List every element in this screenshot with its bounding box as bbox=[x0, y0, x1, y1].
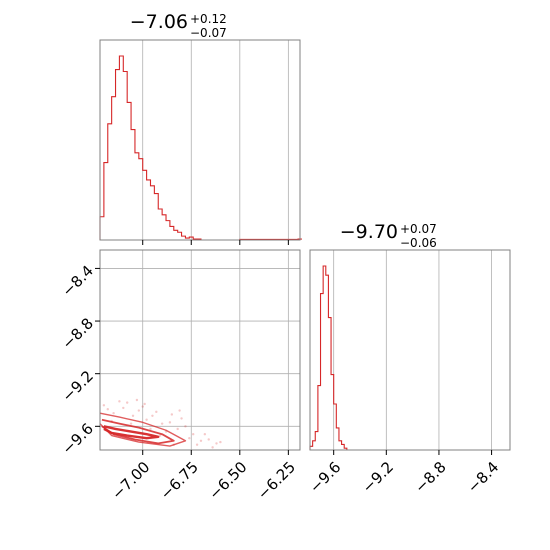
bl-sample-point bbox=[188, 436, 191, 440]
tl-panel-frame bbox=[99, 39, 301, 241]
bl-sample-point bbox=[102, 404, 106, 407]
bl-sample-point bbox=[129, 422, 133, 425]
bl-ytick-label: −8.8 bbox=[59, 314, 97, 352]
bl-sample-point bbox=[131, 414, 135, 417]
bl-xtick-label: −6.25 bbox=[254, 458, 299, 503]
bl-sample-point bbox=[195, 443, 199, 446]
bl-sample-point bbox=[135, 398, 139, 402]
bl-xtick-label: −6.50 bbox=[205, 458, 250, 503]
br-xtick-label: −9.2 bbox=[359, 458, 397, 496]
br-title: −9.70 +0.07−0.06 bbox=[340, 221, 437, 250]
bl-sample-point bbox=[184, 425, 187, 428]
bl-sample-point bbox=[215, 442, 218, 445]
bl-sample-point bbox=[211, 446, 214, 449]
bl-sample-point bbox=[106, 408, 109, 411]
bl-contour-middle bbox=[101, 418, 175, 445]
bl-sample-point bbox=[122, 406, 125, 410]
bl-sample-point bbox=[137, 409, 141, 412]
tl-title-plus: +0.12 bbox=[190, 12, 227, 26]
bl-sample-point bbox=[203, 433, 207, 436]
br-xtick-label: −8.4 bbox=[464, 458, 502, 496]
tl-title-minus: −0.07 bbox=[190, 26, 227, 40]
bl-panel-frame bbox=[99, 249, 301, 451]
bl-sample-point bbox=[143, 402, 146, 406]
bl-sample-point bbox=[180, 417, 183, 420]
tl-histogram-step bbox=[99, 55, 302, 241]
bl-sample-point bbox=[178, 409, 181, 412]
bl-contour-outer bbox=[99, 412, 187, 447]
bl-sample-point bbox=[176, 427, 179, 431]
bl-sample-point bbox=[199, 439, 203, 442]
br-title-plus: +0.07 bbox=[400, 222, 437, 236]
bl-ytick-label: −8.4 bbox=[59, 262, 97, 300]
bl-sample-point bbox=[170, 413, 174, 416]
bl-sample-point bbox=[118, 400, 121, 403]
bl-sample-point bbox=[207, 438, 210, 441]
br-panel-frame bbox=[309, 249, 511, 451]
bl-sample-point bbox=[145, 418, 148, 421]
bl-sample-point bbox=[168, 421, 172, 424]
bl-sample-point bbox=[141, 405, 144, 408]
br-xtick-label: −9.6 bbox=[306, 458, 344, 496]
bl-sample-point bbox=[112, 411, 115, 415]
bl-sample-point bbox=[219, 440, 222, 444]
bl-sample-point bbox=[155, 410, 158, 414]
bl-sample-point bbox=[151, 414, 154, 417]
bl-sample-point bbox=[149, 427, 152, 431]
bl-sample-point bbox=[158, 434, 162, 437]
br-title-value: −9.70 bbox=[340, 221, 398, 243]
bl-sample-point bbox=[192, 433, 195, 436]
bl-ytick-label: −9.2 bbox=[59, 367, 97, 405]
br-title-minus: −0.06 bbox=[400, 236, 437, 250]
bl-contour-inner bbox=[103, 425, 160, 440]
bl-sample-point bbox=[160, 422, 164, 425]
tl-title: −7.06 +0.12−0.07 bbox=[130, 11, 227, 40]
bl-ytick-label: −9.6 bbox=[59, 420, 97, 458]
bl-sample-point bbox=[125, 401, 129, 404]
br-histogram-step bbox=[309, 265, 510, 451]
tl-title-value: −7.06 bbox=[130, 11, 188, 33]
bl-xtick-label: −6.75 bbox=[157, 458, 202, 503]
bl-xtick-label: −7.00 bbox=[108, 458, 153, 503]
br-xtick-label: −8.8 bbox=[411, 458, 449, 496]
